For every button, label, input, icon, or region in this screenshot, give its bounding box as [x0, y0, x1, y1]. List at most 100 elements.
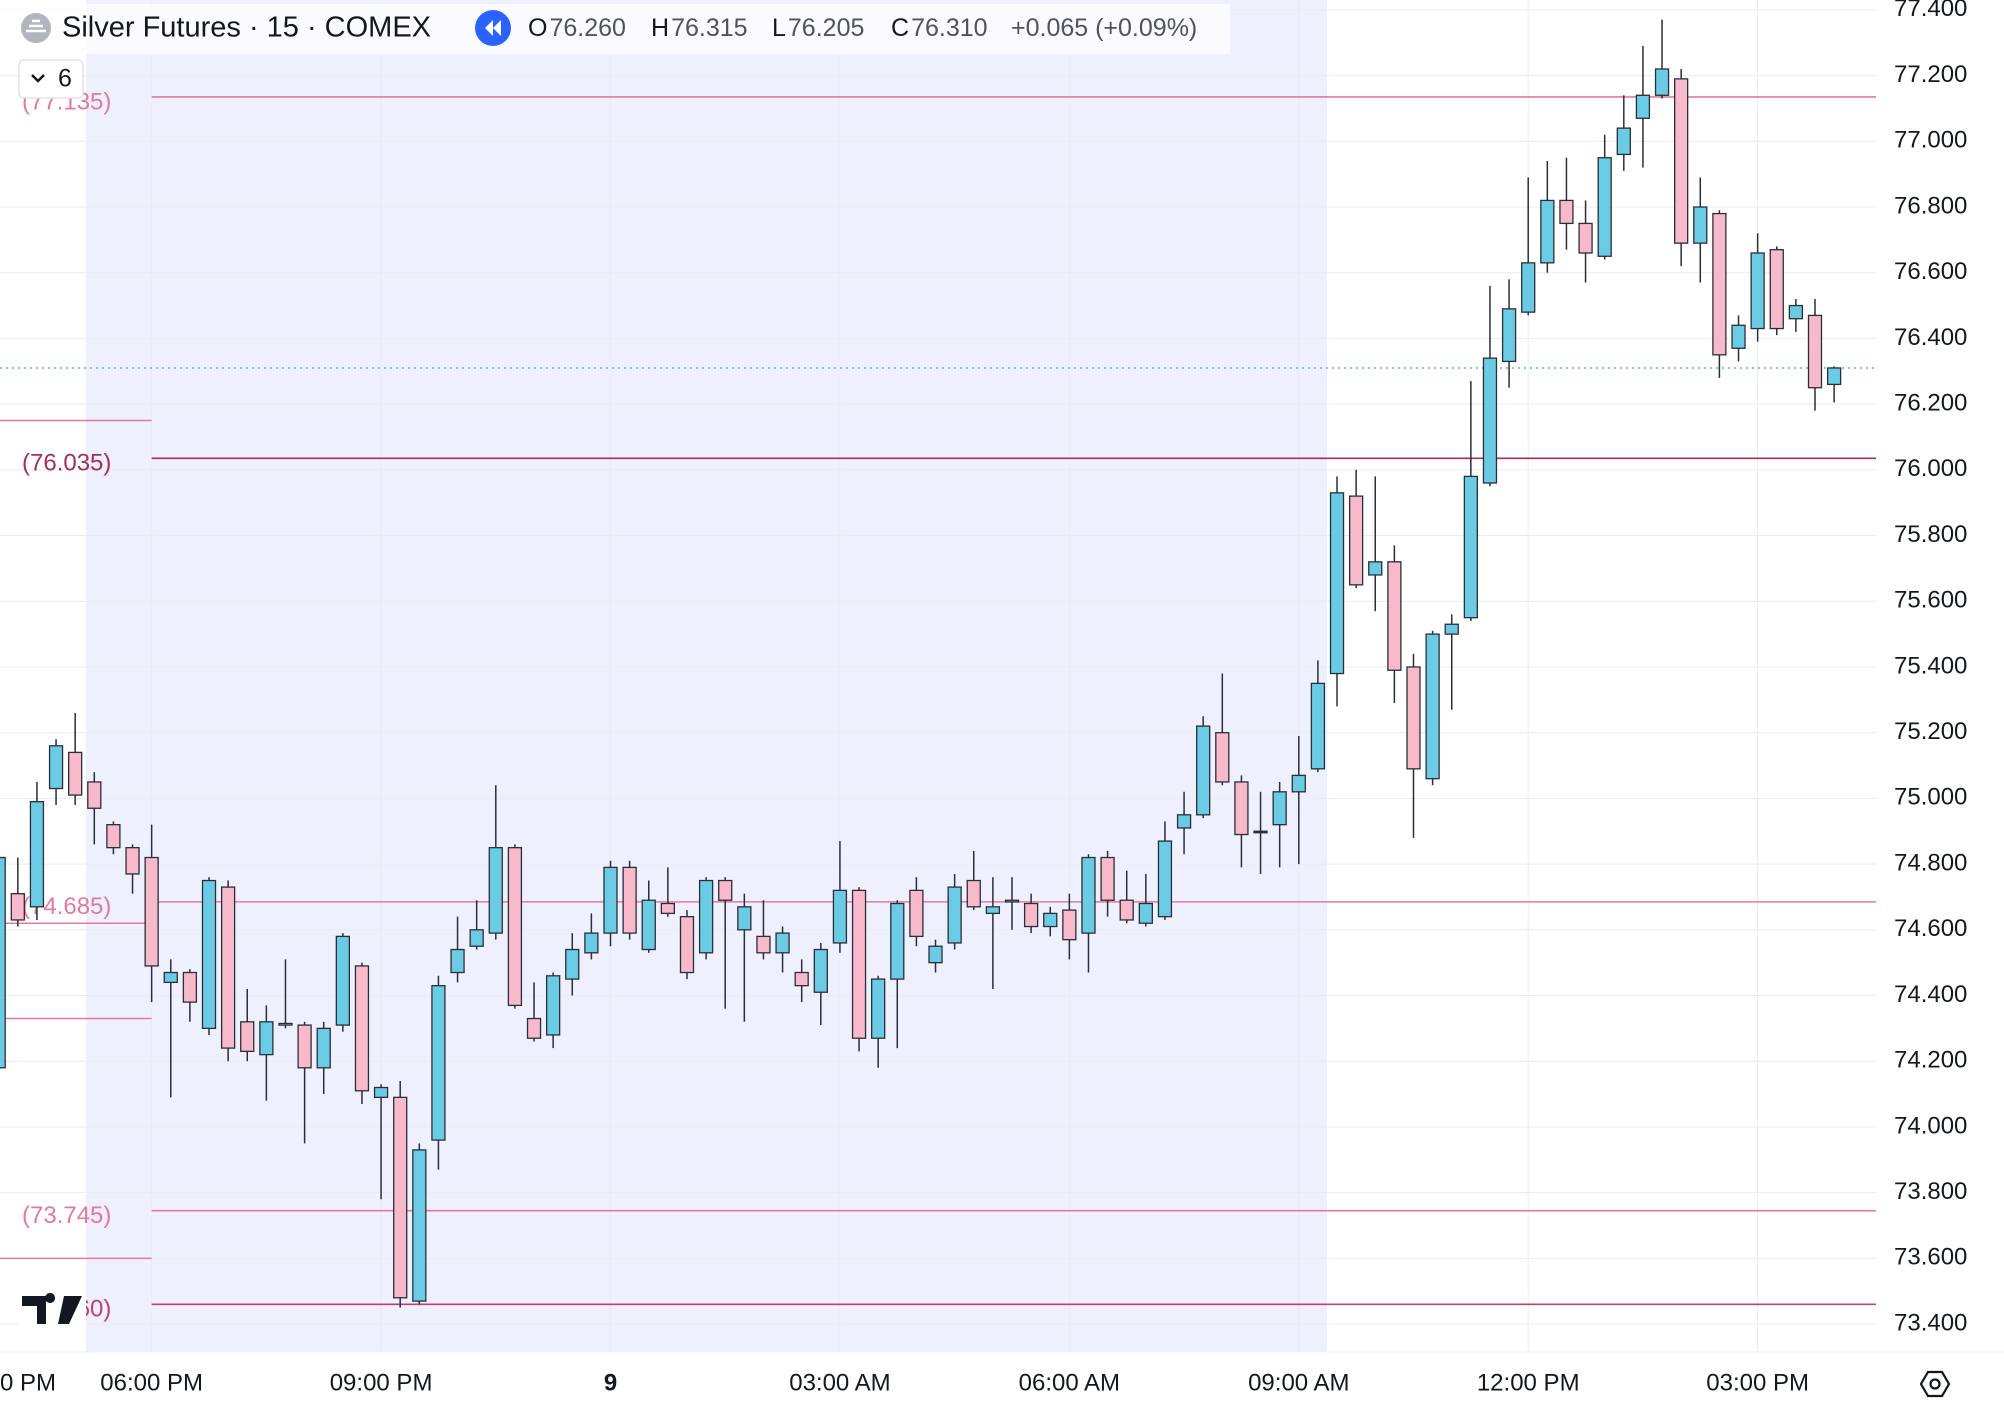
candle-body [584, 932, 599, 954]
level-label: (76.035) [22, 450, 111, 477]
y-tick-label: 74.000 [1894, 1112, 1967, 1139]
candle-body [737, 906, 752, 931]
x-tick-label: 09:00 PM [330, 1369, 433, 1396]
y-tick-label: 76.000 [1894, 455, 1967, 482]
candle-body [718, 879, 733, 901]
y-tick-label: 77.400 [1894, 0, 1967, 22]
candle-body [1196, 725, 1211, 816]
candle-body [1406, 666, 1421, 770]
candle-body [1616, 127, 1631, 156]
settings-icon [1929, 1378, 1941, 1390]
candle-body [125, 847, 140, 875]
candle-body [469, 929, 484, 947]
price-axis [1876, 0, 2004, 1412]
candle-body [890, 902, 905, 980]
y-tick-label: 74.200 [1894, 1047, 1967, 1074]
candle-body [641, 899, 656, 951]
y-tick-label: 75.200 [1894, 718, 1967, 745]
time-axis [0, 1352, 2004, 1412]
candle-body [163, 971, 178, 984]
candle-body [947, 886, 962, 944]
y-tick-label: 73.400 [1894, 1309, 1967, 1336]
x-tick-label: 12:00 PM [1477, 1369, 1580, 1396]
logo[interactable] [22, 1293, 82, 1324]
candle-body [1081, 856, 1096, 934]
y-tick-label: 77.200 [1894, 61, 1967, 88]
candle-body [297, 1024, 312, 1069]
candle-body [1004, 899, 1020, 903]
candle-body [966, 879, 981, 908]
x-tick-label: 0 PM [0, 1369, 56, 1396]
candle-body [1597, 157, 1612, 257]
candle-body [316, 1027, 331, 1069]
candle-body [794, 971, 809, 987]
candle-body [1368, 561, 1383, 576]
candle-body [1826, 367, 1842, 386]
symbol-icon [21, 13, 51, 43]
candle-body [1215, 732, 1230, 783]
x-tick-label: 03:00 PM [1706, 1369, 1809, 1396]
grid [0, 0, 1876, 1352]
candle-body [526, 1017, 542, 1039]
candle-body [985, 906, 1001, 915]
x-tick-label: 9 [604, 1369, 617, 1396]
candle-body [1387, 561, 1402, 671]
candle-body [1444, 623, 1459, 635]
candle-body [1769, 249, 1784, 330]
candle-body [871, 978, 886, 1039]
axes: 73.400 73.600 73.800 74.000 74.200 74.400 74.6… [0, 0, 1967, 1396]
replay-icon [485, 20, 501, 36]
candle-body [106, 824, 121, 849]
candle-body [1291, 774, 1306, 793]
candle-body [1176, 814, 1192, 829]
candle-body [813, 948, 828, 993]
candle-body [87, 781, 102, 809]
y-tick-label: 73.600 [1894, 1244, 1967, 1271]
y-tick-label: 75.800 [1894, 521, 1967, 548]
candle-body [1788, 304, 1804, 320]
ohlc-key: C [891, 14, 909, 42]
candle-body [1674, 78, 1689, 244]
candle-body [832, 889, 848, 944]
candle-body [660, 902, 676, 915]
candle-body [1654, 68, 1670, 96]
change-value: +0.065 (+0.09%) [1011, 14, 1197, 42]
ohlc-value: 76.260 [549, 14, 625, 42]
candle-body [507, 847, 523, 1007]
candle-body [909, 889, 924, 938]
ohlc-key: H [651, 14, 669, 42]
y-tick-label: 76.600 [1894, 258, 1967, 285]
indicator-count: 6 [58, 65, 72, 93]
candle-body [1693, 206, 1708, 244]
candle-body [1062, 909, 1077, 941]
x-tick-label: 06:00 AM [1019, 1369, 1120, 1396]
x-tick-label: 09:00 AM [1248, 1369, 1349, 1396]
settings-button[interactable] [1919, 1370, 1951, 1398]
candle-body [201, 879, 217, 1030]
candle-body [29, 801, 45, 908]
y-tick-label: 73.800 [1894, 1178, 1967, 1205]
header-bg [0, 4, 1230, 54]
candle-body [1329, 492, 1345, 675]
candle-body [0, 856, 6, 1069]
session-shading [86, 0, 1327, 1352]
candle-body [545, 975, 561, 1036]
y-tick-label: 77.000 [1894, 127, 1967, 154]
candle-body [1559, 199, 1574, 225]
candle-body [68, 751, 83, 796]
candle-body [278, 1022, 293, 1026]
candle-body [1023, 902, 1039, 928]
candle-body [1310, 682, 1326, 770]
candle-body [450, 948, 465, 974]
candle-body [1482, 357, 1498, 484]
y-tick-label: 74.800 [1894, 849, 1967, 876]
candle-body [1348, 495, 1364, 586]
candle-body [1578, 222, 1593, 254]
candle-body [775, 932, 790, 954]
candle-body [1100, 856, 1115, 901]
y-tick-label: 76.200 [1894, 389, 1967, 416]
indicator-toggle[interactable] [18, 59, 84, 99]
candle-body [335, 935, 350, 1026]
